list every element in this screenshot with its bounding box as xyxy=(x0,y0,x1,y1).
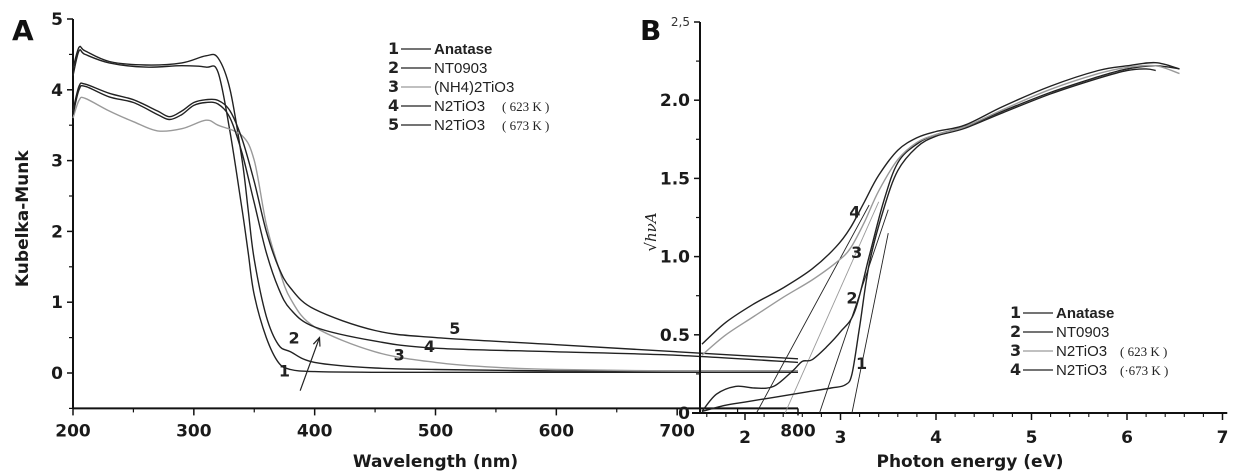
y-tick-label: 5 xyxy=(51,10,63,30)
panel-a-label: A xyxy=(12,14,34,47)
x-tick-label: 200 xyxy=(55,421,91,441)
y-tick-label: 0 xyxy=(678,404,690,424)
legend-label: Anatase xyxy=(434,41,492,58)
curve-label: 3 xyxy=(851,243,862,262)
y-tick-label: 2,5 xyxy=(671,15,690,29)
y-tick-label: 1 xyxy=(51,293,63,313)
series-line-3 xyxy=(701,64,1180,356)
x-tick-label: 6 xyxy=(1121,428,1133,448)
legend-label: N2TiO3 xyxy=(1056,343,1107,360)
tangent-line-2 xyxy=(819,209,889,414)
legend-label: N2TiO3 xyxy=(434,98,485,115)
x-axis-title: Wavelength (nm) xyxy=(353,452,518,472)
legend-number: 1 xyxy=(1010,303,1021,322)
y-tick-label: 0 xyxy=(51,364,63,384)
tangent-line-3 xyxy=(784,201,880,414)
x-tick-label: 2 xyxy=(739,428,751,448)
x-tick-label: 400 xyxy=(297,421,333,441)
series-line-1 xyxy=(701,68,1156,413)
legend-number: 2 xyxy=(388,58,399,77)
legend-label-suffix: ( 623 K ) xyxy=(502,99,549,114)
series-line-2 xyxy=(701,65,1180,412)
x-tick-label: 7 xyxy=(1217,428,1229,448)
tangent-line-1 xyxy=(851,233,889,414)
series-line-3 xyxy=(72,96,799,372)
x-tick-label: 4 xyxy=(930,428,942,448)
legend-number: 5 xyxy=(388,115,399,134)
series-line-4 xyxy=(72,84,799,364)
curve-label: 2 xyxy=(846,289,857,308)
legend-number: 4 xyxy=(388,96,399,115)
legend-label: NT0903 xyxy=(434,60,487,77)
x-tick-label: 800 xyxy=(780,421,816,441)
tangent-line-4 xyxy=(756,204,870,414)
y-tick-label: 0.5 xyxy=(660,326,690,346)
series-line-1 xyxy=(72,48,798,374)
y-tick-label: 2 xyxy=(51,222,63,242)
legend-label-suffix: ( 673 K ) xyxy=(502,118,549,133)
curve-label: 4 xyxy=(424,337,435,356)
y-tick-label: 1.0 xyxy=(660,248,690,268)
legend-number: 3 xyxy=(388,77,399,96)
x-tick-label: 300 xyxy=(176,421,212,441)
curve-label: 1 xyxy=(279,362,290,381)
legend-label: Anatase xyxy=(1056,305,1114,322)
curve-label: 3 xyxy=(394,345,405,364)
curve-label: 5 xyxy=(449,319,460,338)
x-axis-title: Photon energy (eV) xyxy=(876,452,1063,472)
panel-b-label: B xyxy=(640,14,661,47)
legend-label-suffix: ( 623 K ) xyxy=(1120,344,1167,359)
arrow-head-icon xyxy=(312,336,321,347)
legend-label: (NH4)2TiO3 xyxy=(434,79,514,96)
curve-label: 1 xyxy=(856,354,867,373)
x-tick-label: 500 xyxy=(418,421,454,441)
legend-label: N2TiO3 xyxy=(434,117,485,134)
series-line-4 xyxy=(701,61,1180,345)
x-tick-label: 600 xyxy=(539,421,575,441)
y-tick-label: 3 xyxy=(51,152,63,172)
series-line-2 xyxy=(72,45,798,372)
y-tick-label: 1.5 xyxy=(660,169,690,189)
legend-number: 4 xyxy=(1010,360,1021,379)
x-tick-label: 5 xyxy=(1026,428,1038,448)
legend-label: N2TiO3 xyxy=(1056,362,1107,379)
legend-number: 2 xyxy=(1010,322,1021,341)
y-tick-label: 4 xyxy=(51,81,63,101)
series-line-5 xyxy=(72,82,799,360)
arrow-line xyxy=(299,337,321,391)
y-axis-title: Kubelka-Munk xyxy=(13,150,33,287)
legend-label-suffix: (·673 K ) xyxy=(1120,363,1168,378)
legend-label: NT0903 xyxy=(1056,324,1109,341)
y-tick-label: 2.0 xyxy=(660,91,690,111)
y-axis-title: √hνA xyxy=(642,212,660,251)
curve-label: 2 xyxy=(289,328,300,347)
legend-number: 3 xyxy=(1010,341,1021,360)
x-tick-label: 3 xyxy=(835,428,847,448)
legend-number: 1 xyxy=(388,39,399,58)
x-tick-label: 700 xyxy=(659,421,695,441)
curve-label: 4 xyxy=(849,203,860,222)
